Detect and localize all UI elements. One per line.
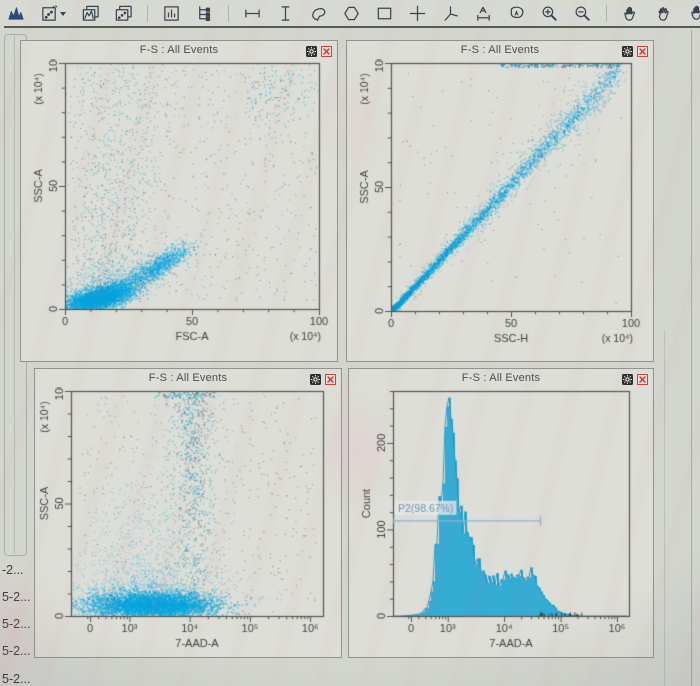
lasso-gate-icon[interactable] (309, 4, 328, 23)
angled-quadrant-gate-icon[interactable] (441, 4, 460, 23)
histogram-plot-icon[interactable] (7, 4, 26, 23)
gating-hierarchy-icon[interactable] (195, 4, 214, 23)
sidebar-strip-divider (14, 36, 15, 554)
sidebar-sample-item[interactable]: 5-2... (2, 590, 31, 604)
vertical-interval-gate-icon[interactable] (276, 4, 295, 23)
statistics-icon[interactable] (162, 4, 181, 23)
sidebar-sample-item[interactable]: 5-2... (2, 644, 31, 658)
polygon-gate-icon[interactable] (342, 4, 361, 23)
toolbar-divider (4, 26, 700, 28)
plot-panel-7aad-histogram: F-S : All Events (348, 368, 654, 658)
plot-panel-header: F-S : All Events (347, 41, 653, 59)
auto-gate-icon[interactable] (507, 4, 526, 23)
plot-settings-icon[interactable] (310, 372, 321, 385)
7aad-ssca-dot-plot-canvas[interactable] (35, 387, 341, 657)
plot-panel-header: F-S : All Events (21, 41, 337, 59)
ssch-ssca-dot-plot-canvas[interactable] (347, 59, 653, 361)
plot-title: F-S : All Events (460, 44, 540, 56)
plot-title: F-S : All Events (461, 372, 541, 384)
pan-hand-icon[interactable] (621, 4, 640, 23)
plot-title: F-S : All Events (139, 44, 219, 56)
overlay-histogram-icon[interactable] (81, 4, 100, 23)
plot-panel-fsc-ssc: F-S : All Events (20, 40, 338, 362)
plot-panel-header: F-S : All Events (35, 369, 341, 387)
close-plot-icon[interactable] (637, 372, 648, 385)
sidebar-sample-item[interactable]: -2... (2, 563, 24, 577)
quadrant-gate-icon[interactable] (408, 4, 427, 23)
text-label-icon[interactable] (474, 4, 493, 23)
rectangle-gate-icon[interactable] (375, 4, 394, 23)
plot-panel-header: F-S : All Events (349, 369, 653, 387)
plot-settings-icon[interactable] (622, 44, 633, 57)
plot-title: F-S : All Events (148, 372, 228, 384)
dot-plot-icon[interactable] (40, 4, 67, 23)
grab-hand-icon[interactable] (654, 4, 673, 23)
plot-panel-7aad-ssca: F-S : All Events (34, 368, 342, 658)
close-plot-icon[interactable] (321, 44, 332, 57)
zoom-in-icon[interactable] (540, 4, 559, 23)
plot-settings-icon[interactable] (306, 44, 317, 57)
sidebar-sample-item[interactable]: 5-2... (2, 672, 31, 686)
plot-settings-icon[interactable] (622, 372, 633, 385)
window-edge-divider (691, 30, 692, 686)
close-plot-icon[interactable] (637, 44, 648, 57)
hand-tool-partial-icon[interactable] (688, 3, 700, 27)
zoom-out-icon[interactable] (573, 4, 592, 23)
close-plot-icon[interactable] (325, 372, 336, 385)
right-panel-divider (664, 330, 665, 686)
sidebar-sample-item[interactable]: 5-2... (2, 617, 31, 631)
7aad-histogram-canvas[interactable] (349, 387, 653, 657)
horizontal-interval-gate-icon[interactable] (243, 4, 262, 23)
toolbar-separator (606, 4, 607, 22)
toolbar-separator (147, 4, 148, 22)
fsc-ssc-dot-plot-canvas[interactable] (21, 59, 337, 361)
toolbar (0, 0, 700, 26)
toolbar-separator (228, 4, 229, 22)
plot-panel-ssch-ssca: F-S : All Events (346, 40, 654, 362)
overlay-dot-plot-icon[interactable] (114, 4, 133, 23)
